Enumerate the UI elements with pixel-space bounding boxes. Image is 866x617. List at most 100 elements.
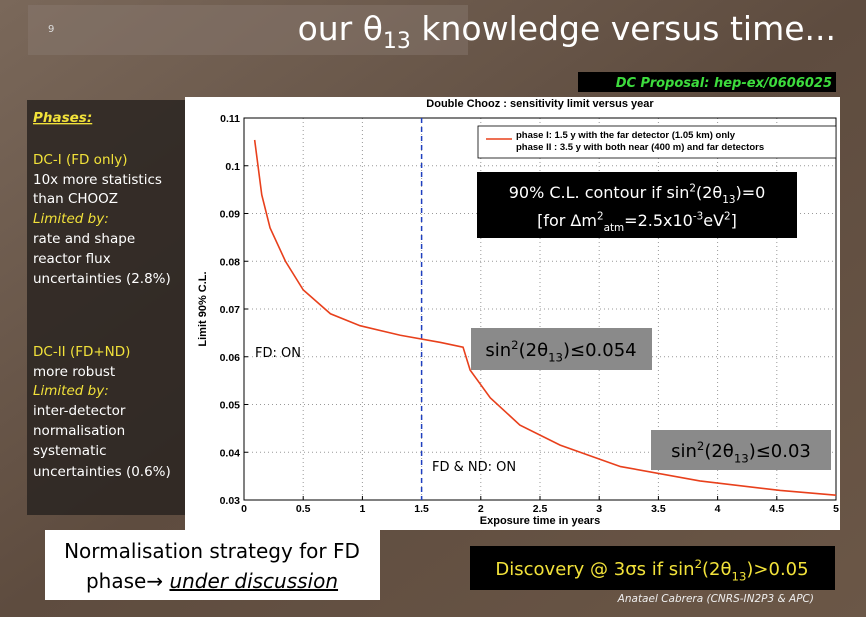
x-tick-label: 5 [833,503,839,515]
y-tick-label: 0.03 [220,495,241,507]
annotation-part: (2θ [704,441,734,462]
limited-by: Limited by: [33,383,109,399]
annotation-part: 2 [597,211,604,223]
annotation-part: (2θ [696,183,722,202]
y-axis-label: Limit 90% C.L. [197,271,209,346]
y-tick-label: 0.05 [220,400,241,412]
x-tick-label: 0.5 [296,503,311,515]
x-tick-label: 3 [596,503,602,515]
strategy-text: Normalisation strategy for FD [64,539,360,563]
annotation-part: 2 [511,338,518,352]
annotation-part: 13 [722,194,735,206]
y-tick-label: 0.07 [220,304,241,316]
x-axis-label: Exposure time in years [480,515,600,527]
phase-label: FD & ND: ON [432,460,516,475]
phase-name: DC-I (FD only) [33,152,128,168]
strategy-text: phase→ [86,569,169,593]
y-tick-label: 0.09 [220,209,241,221]
annotation-part: atm [604,222,625,234]
annotation: [for Δm2atm=2.5x10-3eV2] [537,211,737,234]
phase-limit: inter-detector [33,403,126,419]
x-tick-label: 1 [359,503,365,515]
title-text: our θ [298,9,383,48]
phase-limit: normalisation [33,423,125,439]
chart-title: Double Chooz : sensitivity limit versus … [426,98,654,110]
reference-box [578,72,836,92]
legend-entry: phase II : 3.5 y with both near (400 m) … [516,142,764,153]
discovery-box [470,546,835,590]
x-tick-label: 1.5 [414,503,429,515]
annotation: 90% C.L. contour if sin2(2θ13)=0 [509,183,766,206]
reference: DC Proposal: hep-ex/0606025 [616,76,832,91]
phase-description: more robust [33,364,115,380]
annotation: sin2(2θ13)≤0.03 [671,439,811,466]
annotation-part: 13 [732,569,747,583]
slide-number: 9 [48,24,54,35]
annotation-part: )>0.05 [746,559,808,580]
phase-limit: uncertainties (2.8%) [33,271,171,287]
annotation: Discovery @ 3σs if sin2(2θ13)>0.05 [495,557,808,584]
annotation-part: 13 [548,350,563,364]
y-tick-label: 0.08 [220,256,241,268]
title-subscript: 13 [383,29,411,54]
annotation-part: sin [671,441,697,462]
x-tick-label: 2 [478,503,484,515]
y-tick-label: 0.06 [220,352,241,364]
limit-box [471,328,652,370]
title-band [28,5,468,55]
legend-box [477,125,837,159]
annotation-part: 90% C.L. contour if sin [509,183,690,202]
plot-frame [243,117,837,501]
credit: Anatael Cabrera (CNRS-IN2P3 & APC) [617,593,814,605]
phase-limit: uncertainties (0.6%) [33,464,171,480]
phase-limit: systematic [33,443,107,459]
annotation-part: (2θ [519,340,549,361]
annotation-part: 2 [724,211,731,223]
strategy-emphasis: under discussion [169,569,338,593]
contour-box [477,172,797,238]
x-tick-label: 0 [241,503,247,515]
annotation: sin2(2θ13)≤0.054 [485,338,636,365]
annotation-part: 2 [697,439,704,453]
phase-description: than CHOOZ [33,191,118,207]
phases-panel [27,100,185,515]
phase-name: DC-II (FD+ND) [33,344,130,360]
slide-title: our θ13 knowledge versus time... [298,9,836,54]
annotation-part: )=0 [735,183,765,202]
x-tick-label: 4 [715,503,721,515]
x-tick-label: 3.5 [651,503,666,515]
annotation-part: [for Δm [537,211,597,230]
annotation-part: eV [703,211,724,230]
annotation-part: ] [731,211,737,230]
annotation-part: (2θ [702,559,732,580]
x-tick-label: 4.5 [769,503,784,515]
phase-limit: reactor flux [33,251,111,267]
y-tick-label: 0.11 [220,113,240,125]
annotation-part: 2 [689,183,696,195]
annotation-part: 13 [734,451,749,465]
annotation-part: )≤0.054 [563,340,637,361]
phase-label: FD: ON [255,346,301,361]
phase-limit: rate and shape [33,231,135,247]
y-tick-label: 0.04 [220,447,241,459]
strategy-text: phase→ under discussion [86,569,338,593]
annotation-part: sin [485,340,511,361]
legend-entry: phase I: 1.5 y with the far detector (1.… [516,130,736,141]
phases-heading: Phases: [33,110,92,126]
annotation-part: 2 [695,557,702,571]
curve [253,139,837,497]
annotation-part: =2.5x10 [624,211,693,230]
strategy-box [45,530,380,600]
title-rest: knowledge versus time... [411,9,836,48]
y-tick-label: 0.1 [225,161,240,173]
annotation-part: -3 [693,211,703,223]
plot: 0 0.5 1 1.5 2 2.5 3 3.5 4 4.5 5 0.03 0.04 0.05 0.06 0.0… [220,113,840,515]
limit-box [651,430,831,470]
phase-description: 10x more statistics [33,172,162,188]
x-tick-label: 2.5 [533,503,548,515]
annotation-part: )≤0.03 [749,441,811,462]
limited-by: Limited by: [33,211,109,227]
annotation-part: Discovery @ 3σs if sin [495,559,694,580]
